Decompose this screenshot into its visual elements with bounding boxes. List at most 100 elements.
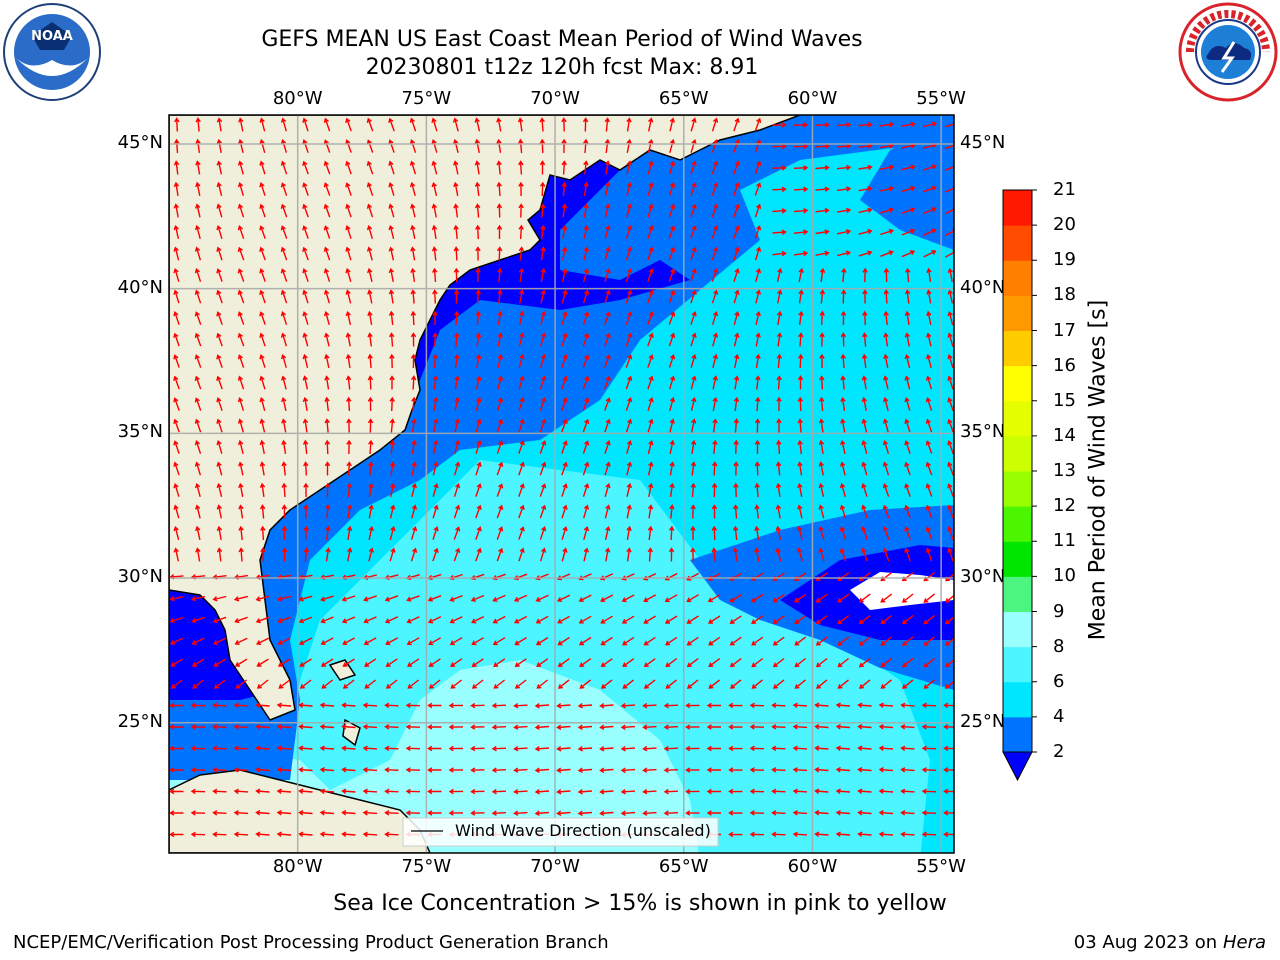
direction-arrow: [474, 138, 481, 154]
direction-arrow: [540, 203, 546, 218]
direction-arrow: [836, 122, 852, 128]
direction-arrow: [647, 461, 654, 476]
direction-arrow: [690, 246, 697, 261]
direction-arrow: [604, 547, 611, 562]
direction-arrow: [173, 547, 180, 562]
direction-arrow: [751, 679, 763, 689]
direction-arrow: [901, 250, 916, 258]
direction-arrow: [280, 289, 288, 304]
direction-arrow: [604, 525, 611, 540]
direction-arrow: [280, 160, 288, 175]
colorbar-tick-label: 13: [1053, 460, 1076, 481]
direction-arrow: [169, 595, 184, 602]
direction-arrow: [216, 289, 223, 304]
direction-arrow: [921, 810, 937, 816]
direction-arrow: [449, 637, 463, 646]
direction-arrow: [235, 679, 248, 689]
direction-arrow: [923, 207, 937, 215]
direction-arrow: [882, 504, 890, 519]
direction-arrow: [276, 788, 292, 794]
direction-arrow: [518, 246, 525, 261]
direction-arrow: [686, 679, 699, 689]
direction-arrow: [793, 186, 809, 192]
direction-arrow: [626, 160, 632, 175]
direction-arrow: [557, 658, 570, 668]
lat-lon-grid: [169, 115, 954, 853]
direction-arrow: [835, 831, 851, 837]
direction-arrow: [298, 809, 313, 816]
direction-arrow: [837, 636, 850, 646]
direction-arrow: [362, 810, 378, 816]
direction-arrow: [728, 831, 743, 838]
direction-arrow: [604, 461, 611, 476]
direction-arrow: [944, 207, 954, 215]
direction-arrow: [319, 702, 335, 708]
direction-arrow: [643, 615, 656, 624]
direction-arrow: [298, 595, 313, 602]
direction-arrow: [191, 658, 205, 667]
direction-arrow: [600, 594, 614, 602]
direction-arrow: [604, 181, 611, 197]
direction-arrow: [626, 117, 632, 132]
direction-arrow: [496, 246, 503, 261]
direction-arrow: [794, 657, 807, 668]
direction-arrow: [195, 138, 201, 153]
map-frame: [168, 114, 955, 854]
direction-arrow: [276, 723, 292, 730]
direction-arrow: [259, 354, 266, 368]
direction-arrow: [427, 810, 442, 816]
direction-arrow: [411, 396, 417, 412]
direction-arrow: [448, 724, 464, 730]
direction-arrow: [626, 461, 633, 476]
direction-arrow: [493, 658, 506, 667]
direction-arrow: [497, 353, 503, 368]
direction-arrow: [368, 461, 374, 476]
direction-arrow: [712, 418, 718, 433]
direction-arrow: [686, 658, 699, 668]
direction-arrow: [729, 636, 742, 646]
direction-arrow: [475, 332, 482, 347]
direction-arrow: [389, 504, 396, 519]
direction-arrow: [626, 181, 632, 196]
direction-arrow: [302, 117, 309, 132]
direction-arrow: [323, 139, 331, 153]
direction-arrow: [513, 789, 528, 795]
direction-arrow: [539, 461, 547, 476]
direction-arrow: [925, 504, 933, 519]
direction-arrow: [388, 310, 395, 326]
direction-arrow: [663, 702, 679, 709]
colorbar-segment: [1003, 576, 1032, 612]
direction-arrow: [255, 723, 270, 730]
direction-arrow: [620, 810, 636, 817]
direction-arrow: [212, 616, 227, 624]
direction-arrow: [195, 504, 201, 519]
direction-arrow: [750, 593, 764, 603]
direction-arrow: [642, 767, 657, 773]
direction-arrow: [346, 482, 353, 498]
direction-arrow: [755, 310, 761, 325]
direction-arrow: [432, 547, 439, 562]
direction-arrow: [298, 723, 313, 730]
direction-arrow: [945, 616, 954, 625]
direction-arrow: [389, 375, 395, 390]
direction-arrow: [754, 482, 760, 498]
direction-arrow: [626, 440, 633, 454]
direction-arrow: [858, 228, 873, 235]
direction-arrow: [818, 418, 825, 433]
direction-arrow: [474, 117, 481, 132]
direction-arrow: [173, 354, 180, 368]
direction-arrow: [539, 117, 545, 132]
direction-arrow: [880, 121, 895, 128]
direction-arrow: [449, 594, 463, 602]
direction-arrow: [794, 593, 807, 603]
direction-arrow: [233, 810, 249, 816]
direction-arrow: [534, 703, 550, 709]
colorbar-tick-label: 8: [1053, 635, 1065, 657]
colorbar-segment: [1003, 541, 1032, 577]
direction-arrow: [238, 482, 244, 498]
direction-arrow: [904, 461, 911, 476]
direction-arrow: [173, 525, 180, 540]
lon-tick-label-bottom: 70°W: [530, 856, 580, 877]
direction-arrow: [926, 332, 932, 347]
direction-arrow: [518, 289, 525, 304]
